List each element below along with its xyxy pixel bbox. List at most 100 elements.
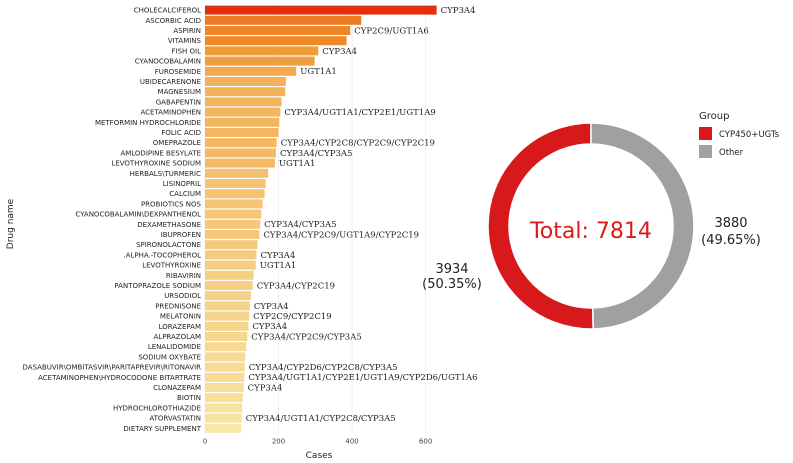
donut-chart	[487, 122, 695, 330]
drug-label-12: METFORMIN HYDROCHLORIDE	[95, 119, 201, 127]
bar-1	[205, 5, 437, 15]
bar-27	[205, 270, 254, 280]
bar-14	[205, 138, 277, 148]
bar-28	[205, 281, 253, 290]
bar-11	[205, 107, 281, 117]
bar-7	[205, 66, 297, 76]
drug-label-30: PREDNISONE	[155, 302, 201, 310]
bar-26	[205, 260, 256, 270]
drug-label-13: FOLIC ACID	[161, 129, 201, 137]
enzyme-label-37: CYP3A4/UGT1A1/CYP2E1/UGT1A9/CYP2D6/UGT1A…	[248, 373, 477, 383]
bar-9	[205, 87, 286, 97]
bar-25	[205, 250, 257, 260]
legend-swatch-other	[699, 145, 712, 158]
enzyme-label-14: CYP3A4/CYP2C8/CYP2C9/CYP2C19	[281, 139, 435, 149]
donut-slice-other	[590, 122, 695, 330]
drug-label-18: LISINOPRIL	[163, 180, 201, 188]
x-tick-600: 600	[419, 437, 432, 445]
drug-label-32: LORAZEPAM	[159, 323, 201, 331]
drug-label-35: SODIUM OXYBATE	[138, 353, 201, 361]
enzyme-label-26: UGT1A1	[260, 261, 297, 271]
drug-label-22: DEXAMETHASONE	[137, 221, 201, 229]
drug-label-37: ACETAMINOPHEN\HYDROCODONE BITARTRATE	[38, 374, 201, 382]
drug-label-28: PANTOPRAZOLE SODIUM	[114, 282, 201, 290]
bar-22	[205, 219, 261, 229]
drug-label-21: CYANOCOBALAMIN\DEXPANTHENOL	[75, 211, 201, 219]
enzyme-label-28: CYP3A4/CYP2C19	[257, 281, 335, 291]
drug-label-15: AMLODIPINE BESYLATE	[120, 149, 201, 157]
donut-total-label: Total: 7814	[529, 219, 652, 244]
enzyme-label-38: CYP3A4	[248, 383, 283, 393]
bar-15	[205, 148, 276, 158]
x-tick-200: 200	[272, 437, 285, 445]
drug-label-38: CLONAZEPAM	[153, 384, 201, 392]
enzyme-label-31: CYP2C9/CYP2C19	[253, 312, 332, 322]
enzyme-label-15: CYP3A4/CYP3A5	[280, 149, 352, 159]
drug-label-16: LEVOTHYROXINE SODIUM	[111, 160, 201, 168]
drug-label-11: ACETAMINOPHEN	[141, 109, 202, 117]
drug-label-26: LEVOTHYROXINE	[142, 262, 201, 270]
drug-label-25: .ALPHA.-TOCOPHEROL	[123, 251, 201, 259]
drug-label-5: FISH OIL	[172, 47, 202, 55]
drug-label-6: CYANOCOBALAMIN	[135, 58, 201, 66]
enzyme-label-3: CYP2C9/UGT1A6	[354, 26, 429, 36]
bar-16	[205, 158, 275, 168]
bar-8	[205, 77, 286, 86]
enzyme-label-1: CYP3A4	[441, 6, 476, 16]
enzyme-label-16: UGT1A1	[279, 159, 316, 169]
bar-38	[205, 383, 244, 392]
bar-chart-x-tick-labels: 0 200 400 600	[203, 437, 433, 445]
drug-label-24: SPIRONOLACTONE	[136, 241, 201, 249]
bar-chart-enzyme-labels: CYP3A4 CYP2C9/UGT1A6 CYP3A4 UGT1A1 CYP3A4/UG…	[246, 6, 478, 424]
enzyme-label-32: CYP3A4	[252, 322, 287, 332]
bar-23	[205, 230, 260, 239]
drug-label-34: LENALIDOMIDE	[148, 343, 201, 351]
drug-label-1: CHOLECALCIFEROL	[134, 7, 201, 15]
bar-33	[205, 332, 248, 341]
drug-label-27: RIBAVIRIN	[166, 272, 201, 280]
bar-3	[205, 26, 351, 35]
bar-13	[205, 128, 279, 137]
x-axis-title: Cases	[306, 451, 333, 461]
bar-12	[205, 117, 280, 127]
drug-label-10: GABAPENTIN	[156, 98, 201, 106]
bar-5	[205, 46, 319, 56]
enzyme-label-7: UGT1A1	[300, 67, 337, 77]
bar-4	[205, 36, 347, 46]
bar-19	[205, 189, 265, 199]
drug-label-39: BIOTIN	[177, 394, 201, 402]
legend-label-cyp: CYP450+UGTs	[719, 130, 780, 140]
bar-37	[205, 372, 245, 382]
bar-39	[205, 393, 243, 403]
drug-label-9: MAGNESIUM	[158, 88, 201, 96]
bar-chart-gridlines	[204, 5, 427, 434]
bar-29	[205, 291, 251, 301]
drug-label-17: HERBALS\TURMERIC	[130, 170, 201, 178]
bar-10	[205, 97, 282, 107]
drug-label-4: VITAMINS	[168, 37, 202, 45]
enzyme-label-11: CYP3A4/UGT1A1/CYP2E1/UGT1A9	[284, 108, 435, 118]
drug-label-40: HYDROCHLOROTHIAZIDE	[113, 404, 201, 412]
legend-title: Group	[699, 111, 729, 122]
x-tick-400: 400	[345, 437, 358, 445]
enzyme-label-36: CYP3A4/CYP2D6/CYP2C8/CYP3A5	[249, 363, 398, 373]
enzyme-label-22: CYP3A4/CYP3A5	[264, 220, 336, 230]
drug-label-41: ATORVASTATIN	[149, 415, 201, 423]
drug-label-42: DIETARY SUPPLEMENT	[123, 425, 201, 433]
bar-35	[205, 352, 246, 362]
bar-6	[205, 56, 315, 66]
drug-label-14: OMEPRAZOLE	[153, 139, 201, 147]
bar-30	[205, 301, 250, 311]
drug-label-23: IBUPROFEN	[161, 231, 201, 239]
bar-21	[205, 209, 262, 219]
bar-36	[205, 362, 245, 372]
drug-label-7: FUROSEMIDE	[155, 68, 201, 76]
bar-chart-bars	[205, 5, 437, 433]
drug-label-19: CALCIUM	[169, 190, 201, 198]
drug-label-29: URSODIOL	[164, 292, 201, 300]
drug-label-2: ASCORBIC ACID	[146, 17, 201, 25]
bar-34	[205, 342, 247, 352]
enzyme-label-23: CYP3A4/CYP2C9/UGT1A9/CYP2C19	[263, 230, 419, 240]
bar-2	[205, 15, 362, 25]
